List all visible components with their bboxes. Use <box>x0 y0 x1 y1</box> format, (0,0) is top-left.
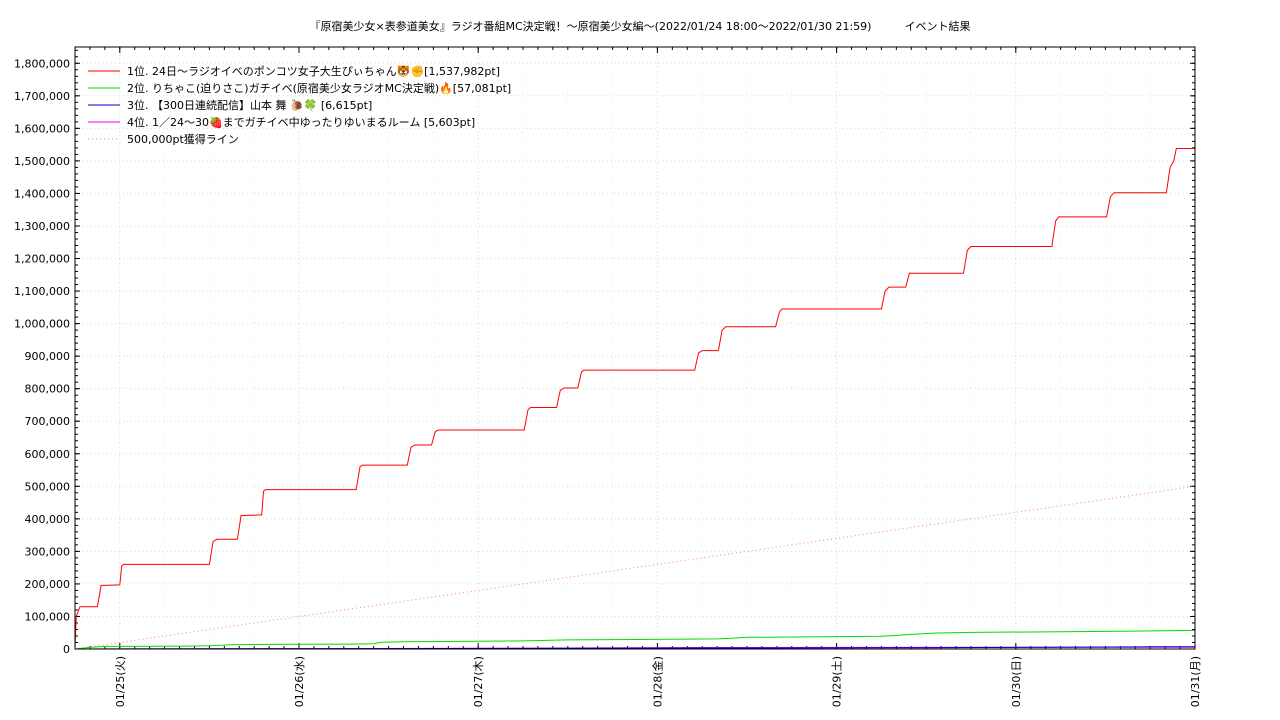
y-tick-label: 600,000 <box>25 448 71 461</box>
legend-label: 4位. 1／24〜30🍓までガチイベ中ゆったりゆいまるルーム [5,603pt] <box>127 115 475 129</box>
legend-label: 2位. りちゃこ(迫りさこ)ガチイベ(原宿美少女ラジオMC決定戦)🔥[57,08… <box>127 81 511 95</box>
y-tick-label: 100,000 <box>25 610 71 623</box>
series-layer <box>74 148 1195 650</box>
x-tick-label: 01/29(土) <box>831 656 844 707</box>
legend-label: 3位. 【300日連続配信】山本 舞 🐌🍀 [6,615pt] <box>127 98 372 112</box>
series-line <box>74 485 1195 650</box>
plot-frame <box>74 46 1196 650</box>
y-tick-label: 400,000 <box>25 513 71 526</box>
y-tick-label: 1,400,000 <box>14 187 70 200</box>
y-tick-label: 1,300,000 <box>14 220 70 233</box>
y-tick-label: 1,100,000 <box>14 285 70 298</box>
axis-layer: 0 100,000 200,000 300,000 400,000 500,000 600,… <box>14 47 1202 707</box>
x-tick-label: 01/27(木) <box>472 656 485 707</box>
series-line <box>74 148 1195 650</box>
x-tick-label: 01/26(水) <box>293 656 306 707</box>
y-tick-label: 1,500,000 <box>14 155 70 168</box>
y-tick-label: 300,000 <box>25 545 71 558</box>
legend-label: 1位. 24日〜ラジオイベのポンコツ女子大生ぴぃちゃん🐯✊[1,537,982p… <box>127 64 500 78</box>
series-line <box>74 629 1195 650</box>
y-tick-label: 1,200,000 <box>14 253 70 266</box>
y-tick-label: 500,000 <box>25 480 71 493</box>
y-tick-label: 700,000 <box>25 415 71 428</box>
y-tick-label: 1,700,000 <box>14 90 70 103</box>
legend-label: 500,000pt獲得ライン <box>127 133 239 146</box>
y-tick-label: 800,000 <box>25 383 71 396</box>
y-tick-label: 1,600,000 <box>14 122 70 135</box>
y-tick-label: 200,000 <box>25 578 71 591</box>
y-tick-label: 900,000 <box>25 350 71 363</box>
y-tick-label: 1,800,000 <box>14 57 70 70</box>
grid-layer <box>74 47 1196 649</box>
legend: 1位. 24日〜ラジオイベのポンコツ女子大生ぴぃちゃん🐯✊[1,537,982p… <box>88 64 511 146</box>
x-tick-label: 01/25(火) <box>114 656 127 707</box>
y-tick-label: 1,000,000 <box>14 318 70 331</box>
x-tick-label: 01/31(月) <box>1189 656 1202 707</box>
y-tick-label: 0 <box>63 643 70 656</box>
x-tick-label: 01/28(金) <box>650 656 664 707</box>
x-tick-label: 01/30(日) <box>1010 656 1023 707</box>
chart-title: 『原宿美少女×表参道美女』ラジオ番組MC決定戦！～原宿美少女編～(2022/01… <box>309 20 971 33</box>
